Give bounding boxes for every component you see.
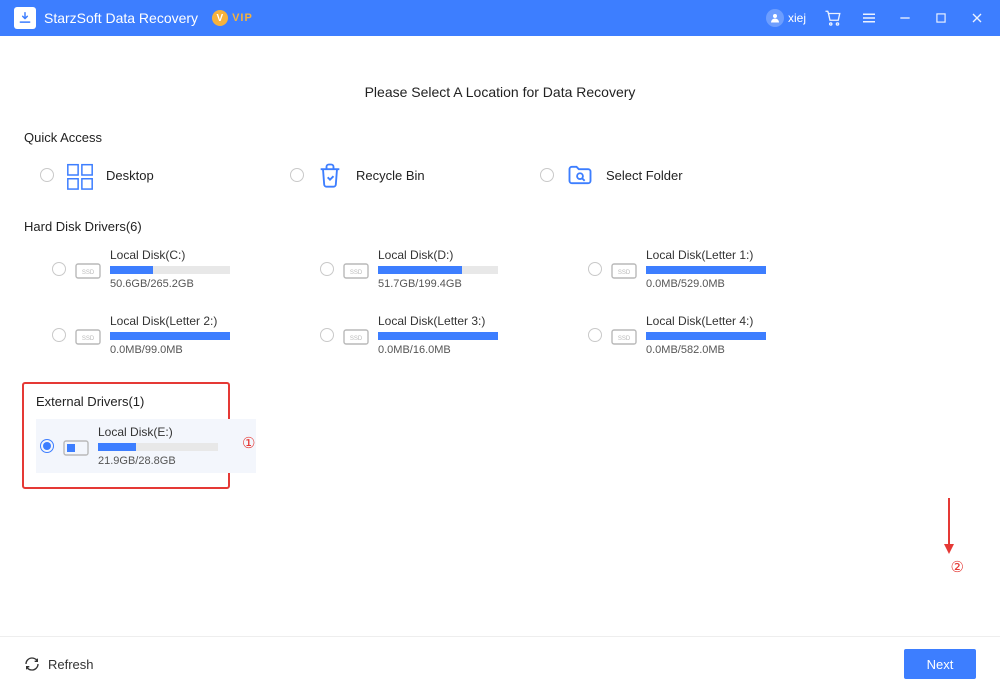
quick-access-row: Desktop Recycle Bin Select Folder xyxy=(24,159,976,191)
avatar-icon xyxy=(766,9,784,27)
disk-name: Local Disk(Letter 4:) xyxy=(646,314,808,328)
ssd-drive-icon: SSD xyxy=(342,257,370,281)
disk-name: Local Disk(Letter 2:) xyxy=(110,314,272,328)
disk-item[interactable]: SSD Local Disk(Letter 1:) 0.0MB/529.0MB xyxy=(588,248,808,290)
svg-text:SSD: SSD xyxy=(618,270,631,276)
annotation-arrow-icon xyxy=(942,496,956,556)
disk-usage-bar xyxy=(646,266,766,274)
ssd-drive-icon: SSD xyxy=(342,323,370,347)
radio-icon xyxy=(540,168,554,182)
radio-icon xyxy=(320,262,334,276)
qa-recycle-bin[interactable]: Recycle Bin xyxy=(290,159,540,191)
disk-item[interactable]: SSD Local Disk(D:) 51.7GB/199.4GB xyxy=(320,248,540,290)
hard-disk-grid: SSD Local Disk(C:) 50.6GB/265.2GB SSD Lo… xyxy=(24,248,976,356)
disk-usage-bar xyxy=(378,266,498,274)
minimize-icon[interactable] xyxy=(896,9,914,27)
disk-item[interactable]: SSD Local Disk(Letter 3:) 0.0MB/16.0MB xyxy=(320,314,540,356)
disk-item[interactable]: Local Disk(E:) 21.9GB/28.8GB xyxy=(36,419,256,473)
ssd-drive-icon xyxy=(62,434,90,458)
app-logo-icon xyxy=(14,7,36,29)
disk-name: Local Disk(Letter 1:) xyxy=(646,248,808,262)
external-title: External Drivers(1) xyxy=(36,394,216,409)
page-heading: Please Select A Location for Data Recove… xyxy=(24,84,976,100)
disk-size: 0.0MB/99.0MB xyxy=(110,344,272,356)
disk-size: 0.0MB/529.0MB xyxy=(646,278,808,290)
ssd-drive-icon: SSD xyxy=(74,323,102,347)
hard-disk-title: Hard Disk Drivers(6) xyxy=(24,219,976,234)
recycle-bin-icon xyxy=(314,159,346,191)
radio-icon xyxy=(52,328,66,342)
disk-size: 51.7GB/199.4GB xyxy=(378,278,540,290)
disk-size: 50.6GB/265.2GB xyxy=(110,278,272,290)
close-icon[interactable] xyxy=(968,9,986,27)
disk-name: Local Disk(E:) xyxy=(98,425,252,439)
next-button[interactable]: Next xyxy=(904,649,976,679)
qa-desktop[interactable]: Desktop xyxy=(40,159,290,191)
svg-text:SSD: SSD xyxy=(350,270,363,276)
radio-icon xyxy=(52,262,66,276)
radio-icon xyxy=(320,328,334,342)
quick-access-title: Quick Access xyxy=(24,130,976,145)
cart-icon[interactable] xyxy=(824,9,842,27)
radio-icon xyxy=(588,262,602,276)
svg-text:SSD: SSD xyxy=(618,336,631,342)
external-grid: Local Disk(E:) 21.9GB/28.8GB xyxy=(36,419,216,473)
maximize-icon[interactable] xyxy=(932,9,950,27)
footer: Refresh Next xyxy=(0,636,1000,691)
disk-item[interactable]: SSD Local Disk(C:) 50.6GB/265.2GB xyxy=(52,248,272,290)
disk-usage-bar xyxy=(378,332,498,340)
vip-badge[interactable]: V VIP xyxy=(212,10,253,26)
menu-icon[interactable] xyxy=(860,9,878,27)
disk-item[interactable]: SSD Local Disk(Letter 2:) 0.0MB/99.0MB xyxy=(52,314,272,356)
ssd-drive-icon: SSD xyxy=(610,323,638,347)
main-content: Please Select A Location for Data Recove… xyxy=(0,36,1000,636)
disk-usage-bar xyxy=(110,332,230,340)
qa-label: Recycle Bin xyxy=(356,168,425,183)
disk-usage-bar xyxy=(110,266,230,274)
qa-select-folder[interactable]: Select Folder xyxy=(540,159,790,191)
ssd-drive-icon: SSD xyxy=(610,257,638,281)
disk-name: Local Disk(C:) xyxy=(110,248,272,262)
radio-icon xyxy=(290,168,304,182)
app-title: StarzSoft Data Recovery xyxy=(44,10,198,26)
radio-icon xyxy=(40,168,54,182)
disk-item[interactable]: SSD Local Disk(Letter 4:) 0.0MB/582.0MB xyxy=(588,314,808,356)
radio-icon xyxy=(588,328,602,342)
qa-label: Desktop xyxy=(106,168,154,183)
vip-crown-icon: V xyxy=(209,7,232,30)
ssd-drive-icon: SSD xyxy=(74,257,102,281)
disk-name: Local Disk(Letter 3:) xyxy=(378,314,540,328)
svg-text:SSD: SSD xyxy=(82,336,95,342)
user-account[interactable]: xiej xyxy=(766,9,806,27)
disk-size: 0.0MB/582.0MB xyxy=(646,344,808,356)
annotation-2: ② xyxy=(951,558,964,576)
svg-text:SSD: SSD xyxy=(350,336,363,342)
refresh-button[interactable]: Refresh xyxy=(24,656,94,672)
svg-text:SSD: SSD xyxy=(82,270,95,276)
disk-size: 21.9GB/28.8GB xyxy=(98,455,252,467)
disk-name: Local Disk(D:) xyxy=(378,248,540,262)
username: xiej xyxy=(788,11,806,25)
refresh-icon xyxy=(24,656,40,672)
folder-search-icon xyxy=(564,159,596,191)
qa-label: Select Folder xyxy=(606,168,683,183)
refresh-label: Refresh xyxy=(48,657,94,672)
disk-usage-bar xyxy=(98,443,218,451)
external-drivers-box: External Drivers(1) Local Disk(E:) 21.9G… xyxy=(22,382,230,489)
titlebar: StarzSoft Data Recovery V VIP xiej xyxy=(0,0,1000,36)
annotation-1: ① xyxy=(242,434,255,452)
vip-label: VIP xyxy=(232,12,253,24)
radio-icon xyxy=(40,439,54,453)
disk-usage-bar xyxy=(646,332,766,340)
disk-size: 0.0MB/16.0MB xyxy=(378,344,540,356)
desktop-icon xyxy=(64,159,96,191)
